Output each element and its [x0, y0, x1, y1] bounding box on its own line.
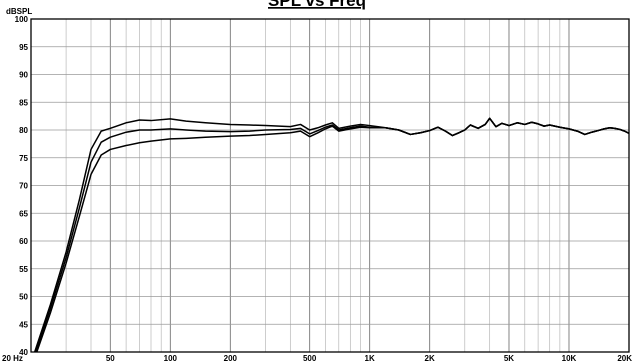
x-tick-label: 50 [106, 354, 115, 363]
x-tick-label: 5K [504, 354, 514, 363]
major-grid [31, 19, 629, 352]
y-tick-label: 45 [19, 320, 28, 329]
y-tick-label: 50 [19, 293, 28, 302]
y-tick-label: 95 [19, 43, 28, 52]
y-tick-label: 90 [19, 71, 28, 80]
x-tick-label: 100 [164, 354, 178, 363]
chart-title: SPL vs Freq [268, 0, 366, 10]
y-tick-label: 85 [19, 98, 28, 107]
x-tick-label: 20 Hz [2, 354, 23, 363]
y-tick-label: 40 [19, 348, 28, 357]
plot-frame [30, 18, 630, 353]
y-tick-label: 55 [19, 265, 28, 274]
y-tick-labels: 40 45 50 55 60 65 70 75 80 85 90 95 100 [15, 15, 29, 357]
y-tick-label: 60 [19, 237, 28, 246]
x-tick-label: 20K [617, 354, 632, 363]
y-tick-label: 80 [19, 126, 28, 135]
y-tick-label: 100 [15, 15, 29, 24]
x-tick-label: 500 [303, 354, 317, 363]
x-tick-label: 10K [562, 354, 577, 363]
x-tick-labels: 20 Hz 50 100 200 500 1K 2K 5K 10K 20K [2, 354, 632, 363]
x-tick-label: 1K [365, 354, 375, 363]
y-tick-label: 75 [19, 154, 28, 163]
y-tick-label: 65 [19, 209, 28, 218]
series-layer [33, 117, 629, 352]
x-tick-label: 200 [224, 354, 238, 363]
y-tick-label: 70 [19, 182, 28, 191]
series-line-3 [36, 117, 629, 352]
x-tick-label: 2K [425, 354, 435, 363]
y-axis-label: dBSPL [6, 7, 32, 16]
